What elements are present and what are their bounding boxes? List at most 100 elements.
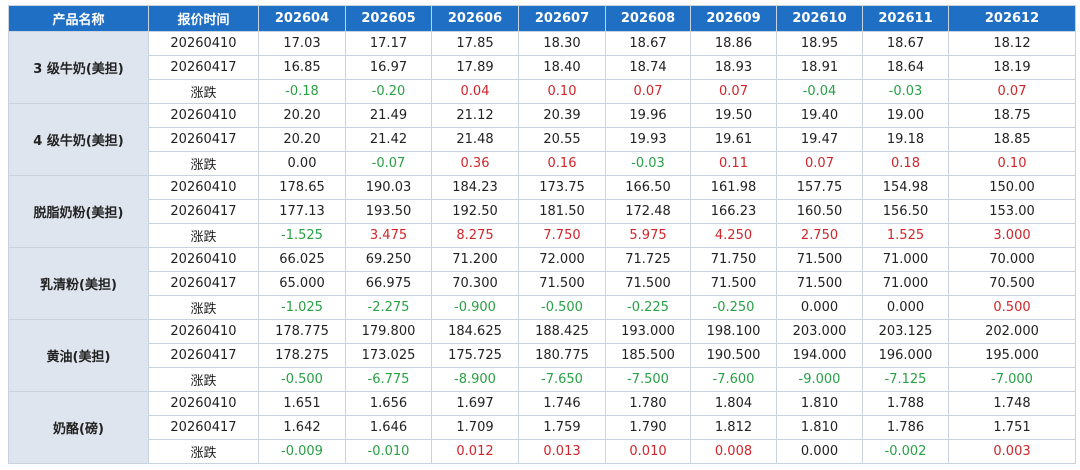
price-cell: 18.74 [605,55,691,80]
change-cell: 5.975 [605,223,691,248]
price-cell: 195.000 [948,343,1076,368]
change-cell: 0.16 [518,151,606,176]
row-label: 20260410 [148,391,259,416]
price-cell: 1.788 [862,391,949,416]
table-row: 奶酪(磅) 20260410 1.651 1.656 1.697 1.746 1.780 1.… [8,391,1076,464]
price-cell: 18.67 [605,31,691,56]
header-row: 产品名称 报价时间 202604 202605 202606 202607 202608 20… [8,5,1076,32]
table-row: 4 级牛奶(美担) 20260410 20.20 21.49 21.12 20.39 19.… [8,103,1076,176]
table-row: 20260417 65.000 66.975 70.300 71.500 71.500 71… [9,271,1076,296]
row-label: 20260417 [148,199,259,224]
price-cell: 19.93 [605,127,691,152]
price-cell: 153.00 [948,199,1076,224]
table-row: 20260417 1.642 1.646 1.709 1.759 1.790 1.812 1.… [9,415,1076,440]
table-row: 20260417 177.13 193.50 192.50 181.50 172.48 16… [9,199,1076,224]
change-cell: 0.10 [948,151,1076,176]
change-cell: -0.03 [862,79,949,104]
price-cell: 193.50 [345,199,432,224]
change-cell: 0.00 [258,151,346,176]
price-cell: 18.75 [948,103,1076,128]
price-cell: 184.625 [431,319,519,344]
price-cell: 69.250 [345,247,432,272]
change-cell: -0.500 [518,295,606,320]
price-cell: 16.97 [345,55,432,80]
change-cell: -0.500 [258,367,346,392]
price-cell: 70.300 [431,271,519,296]
price-cell: 173.75 [518,175,606,200]
price-cell: 1.751 [948,415,1076,440]
change-cell: 0.500 [948,295,1076,320]
change-cell: 0.04 [431,79,519,104]
price-cell: 71.500 [605,271,691,296]
product-name: 4 级牛奶(美担) [8,103,149,176]
table-header: 产品名称 报价时间 202604 202605 202606 202607 202608 20… [8,5,1076,32]
change-cell: 0.07 [776,151,863,176]
table-row: 乳清粉(美担) 20260410 66.025 69.250 71.200 72.000 7… [8,247,1076,320]
change-cell: -0.07 [345,151,432,176]
table-row: 涨跌 -0.500 -6.775 -8.900 -7.650 -7.500 -7.600 -9… [9,367,1076,392]
table-row: 涨跌 0.00 -0.07 0.36 0.16 -0.03 0.11 0.07 0.18 0.10 [9,151,1076,176]
change-cell: -0.002 [862,439,949,464]
price-cell: 19.47 [776,127,863,152]
price-cell: 196.000 [862,343,949,368]
price-cell: 166.23 [690,199,777,224]
row-label: 20260410 [148,175,259,200]
change-cell: 0.000 [776,439,863,464]
change-cell: -7.000 [948,367,1076,392]
change-cell: 8.275 [431,223,519,248]
price-cell: 1.810 [776,391,863,416]
price-cell: 21.12 [431,103,519,128]
price-cell: 19.40 [776,103,863,128]
price-cell: 203.000 [776,319,863,344]
price-cell: 179.800 [345,319,432,344]
table-row: 20260417 20.20 21.42 21.48 20.55 19.93 19.61 19… [9,127,1076,152]
table-row: 涨跌 -1.525 3.475 8.275 7.750 5.975 4.250 2.750 1.… [9,223,1076,248]
price-cell: 190.03 [345,175,432,200]
change-cell: 2.750 [776,223,863,248]
price-cell: 184.23 [431,175,519,200]
price-cell: 1.709 [431,415,519,440]
price-cell: 198.100 [690,319,777,344]
price-cell: 1.642 [258,415,346,440]
table-row: 涨跌 -1.025 -2.275 -0.900 -0.500 -0.225 -0.250 0.… [9,295,1076,320]
price-cell: 21.42 [345,127,432,152]
change-cell: -7.600 [690,367,777,392]
change-cell: -0.009 [258,439,346,464]
change-cell: 0.36 [431,151,519,176]
price-cell: 71.500 [690,271,777,296]
change-cell: -0.18 [258,79,346,104]
change-cell: -7.650 [518,367,606,392]
price-cell: 16.85 [258,55,346,80]
price-cell: 18.19 [948,55,1076,80]
price-cell: 71.200 [431,247,519,272]
price-cell: 18.67 [862,31,949,56]
price-cell: 175.725 [431,343,519,368]
row-label: 20260417 [148,127,259,152]
table-row: 黄油(美担) 20260410 178.775 179.800 184.625 188.4… [8,319,1076,392]
price-cell: 194.000 [776,343,863,368]
price-cell: 178.275 [258,343,346,368]
price-cell: 18.93 [690,55,777,80]
price-cell: 71.500 [518,271,606,296]
price-cell: 157.75 [776,175,863,200]
price-cell: 21.49 [345,103,432,128]
price-cell: 173.025 [345,343,432,368]
row-label: 涨跌 [148,439,259,464]
change-cell: 4.250 [690,223,777,248]
change-cell: -0.03 [605,151,691,176]
price-cell: 19.18 [862,127,949,152]
price-cell: 17.85 [431,31,519,56]
product-name: 脱脂奶粉(美担) [8,175,149,248]
price-cell: 71.750 [690,247,777,272]
price-cell: 20.39 [518,103,606,128]
row-label: 20260410 [148,103,259,128]
row-label: 涨跌 [148,79,259,104]
price-cell: 1.746 [518,391,606,416]
price-cell: 70.000 [948,247,1076,272]
price-cell: 70.500 [948,271,1076,296]
price-cell: 18.95 [776,31,863,56]
change-cell: 0.010 [605,439,691,464]
row-label: 20260410 [148,31,259,56]
change-cell: 0.07 [605,79,691,104]
